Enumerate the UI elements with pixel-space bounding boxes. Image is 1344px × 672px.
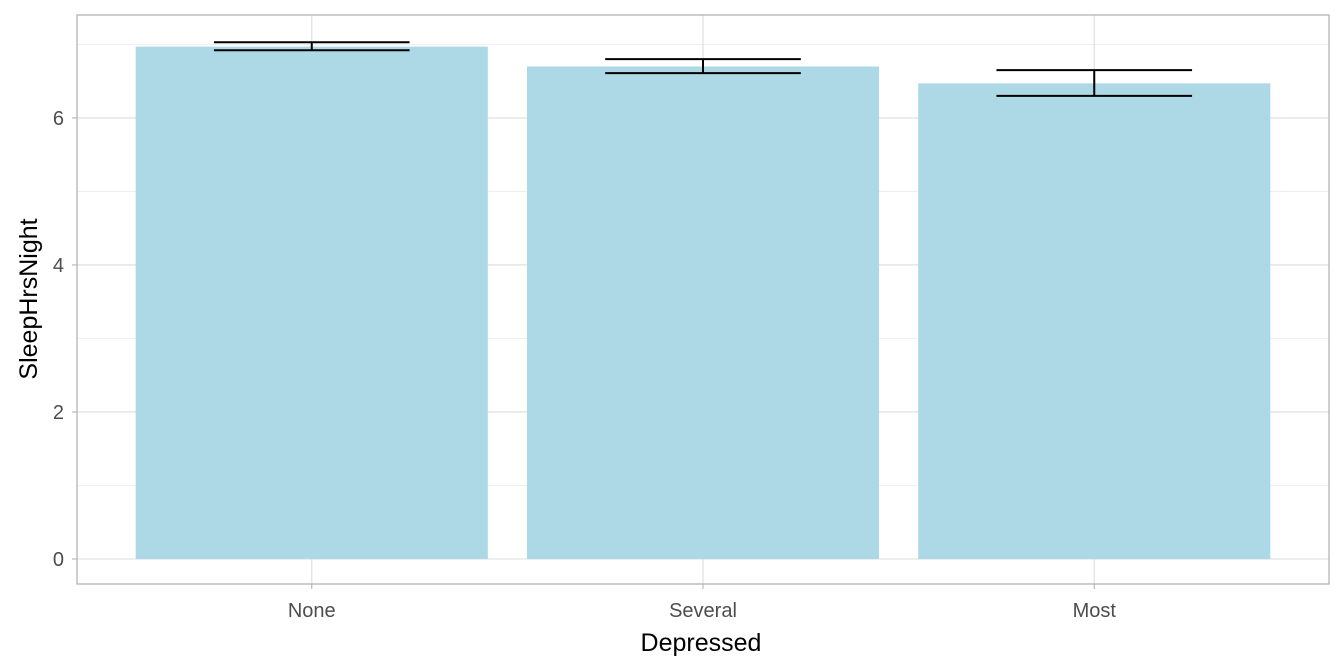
y-axis-title: SleepHrsNight — [15, 218, 43, 379]
x-tick-label: Most — [1073, 600, 1117, 622]
bar-none — [135, 46, 488, 560]
y-tick-label: 0 — [53, 549, 64, 571]
error-bars — [213, 41, 1193, 97]
x-axis-ticks: None Several Most — [288, 584, 1117, 622]
y-tick-label: 2 — [53, 402, 64, 424]
errorbar-none — [213, 41, 410, 52]
bar-several — [526, 66, 880, 560]
x-tick-label: None — [288, 600, 336, 622]
bars — [135, 46, 1271, 560]
y-tick-label: 4 — [53, 255, 64, 277]
bar-most — [918, 83, 1271, 560]
x-tick-label: Several — [669, 600, 737, 622]
errorbar-most — [996, 69, 1193, 97]
y-tick-label: 6 — [53, 108, 64, 130]
x-axis-title: Depressed — [641, 629, 762, 657]
errorbar-several — [605, 58, 801, 75]
y-axis-ticks: 0 2 4 6 — [53, 108, 77, 571]
